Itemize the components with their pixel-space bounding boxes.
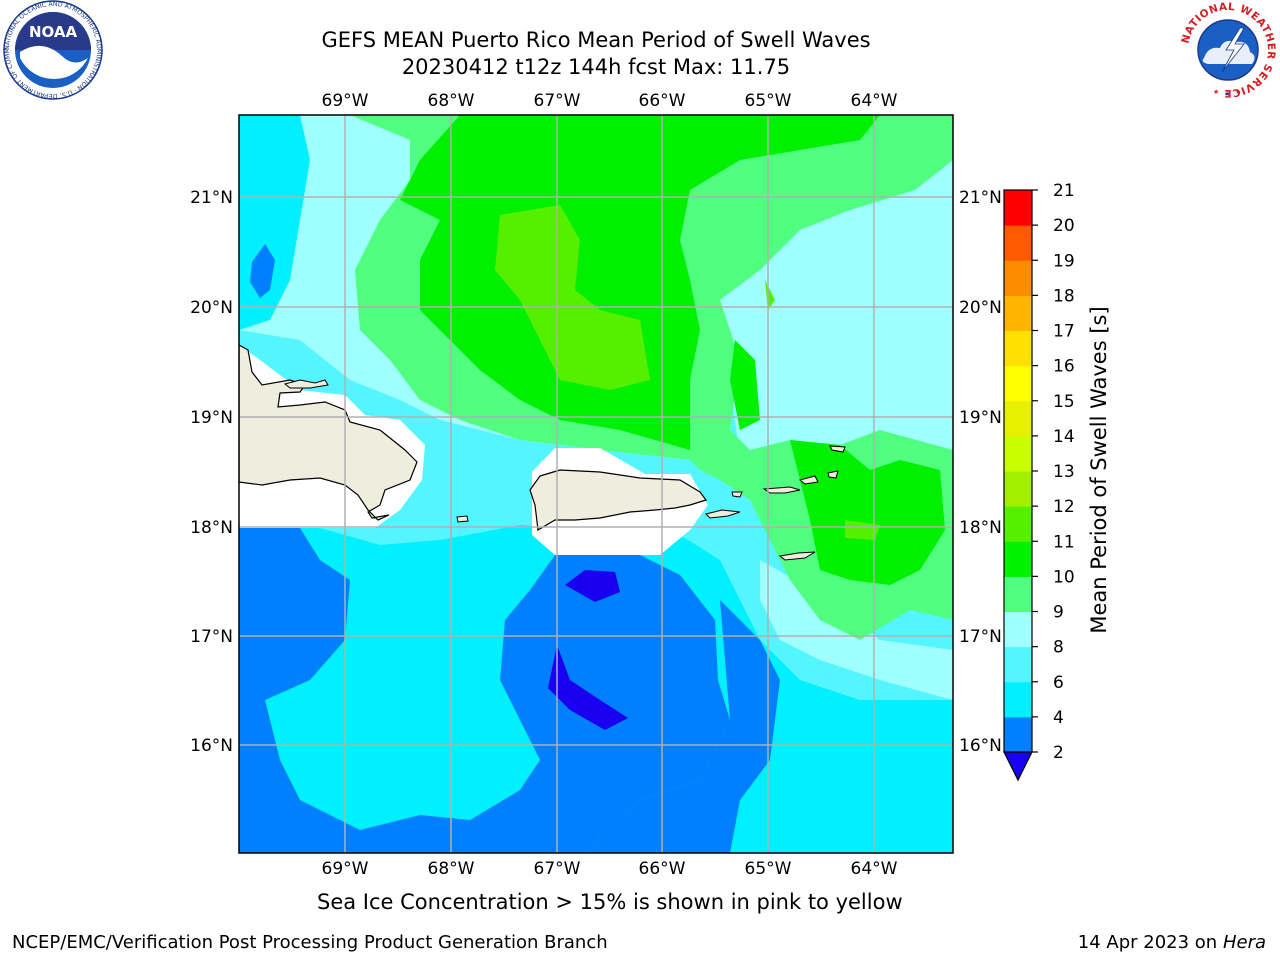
contour-2-4-nw [250,244,275,298]
contour-2-4-east [590,600,780,853]
colorbar-segment [1004,541,1032,577]
footer-date: 14 Apr 2023 on Hera [1078,932,1266,953]
lon-label: 64°W [851,91,898,111]
lon-label: 67°W [534,91,581,111]
colorbar-segment [1004,435,1032,472]
footer-date-text: 14 Apr 2023 on [1077,932,1223,953]
noaa-logo-text: NOAA [29,23,78,41]
colorbar-tick-label: 14 [1053,427,1075,447]
colorbar-extend-arrow [1003,751,1033,782]
chart-subtitle: 20230412 t12z 144h fcst Max: 11.75 [401,55,791,79]
island-anegada [827,470,839,479]
contour-11-12 [495,205,650,390]
footer-host: Hera [1222,932,1266,953]
colorbar-tick-label: 8 [1053,638,1064,658]
contour-10-11-east [730,340,760,430]
lon-label: 66°W [639,859,686,879]
colorbar-label: Mean Period of Swell Waves [s] [1087,306,1111,633]
lat-label: 17°N [190,627,233,647]
map-gridlines [239,115,953,853]
svg-text:★: ★ [1224,90,1230,98]
colorbar-tick-label: 10 [1053,567,1075,587]
colorbar-segment [1004,681,1032,718]
noaa-logo: NATIONAL OCEANIC AND ATMOSPHERIC ADMINIS… [2,0,103,100]
lon-label: 66°W [639,91,686,111]
lon-label: 65°W [745,859,792,879]
colorbar-segment [1004,330,1032,367]
colorbar-segment [1004,190,1032,226]
colorbar-tick-label: 2 [1053,743,1064,763]
lon-label: 64°W [851,859,898,879]
colorbar-segment [1004,365,1032,402]
island-st-croix [778,551,816,561]
lon-label: 69°W [322,859,369,879]
colorbar-tick-label: 21 [1053,181,1075,201]
colorbar-tick-label: 6 [1053,673,1064,693]
colorbar-tick-label: 16 [1053,357,1075,377]
lon-labels-top: 69°W 68°W 67°W 66°W 65°W 64°W [322,91,898,111]
lat-label: 19°N [190,408,233,428]
colorbar-segment [1004,716,1032,753]
svg-text:★: ★ [1213,88,1219,96]
lon-label: 69°W [322,91,369,111]
colorbar-tick-label: 11 [1053,532,1075,552]
lat-label: 17°N [959,627,1002,647]
lat-label: 19°N [959,408,1002,428]
lat-label: 20°N [959,298,1002,318]
colorbar-tick-label: 15 [1053,392,1075,412]
chart-title: GEFS MEAN Puerto Rico Mean Period of Swe… [321,28,871,52]
lat-label: 20°N [190,298,233,318]
lon-label: 65°W [745,91,792,111]
island-mona [456,515,469,523]
lat-label: 21°N [959,188,1002,208]
island-st-thomas [762,486,801,494]
lon-label: 68°W [428,91,475,111]
colorbar: 2 4 6 8 9 10 11 12 13 14 15 16 17 18 19 20 21 [1003,181,1075,782]
contour-2-4 [239,528,730,853]
colorbar-tick-label: 4 [1053,708,1064,728]
colorbar-tick-label: 12 [1053,497,1075,517]
island-vieques [705,509,741,519]
colorbar-segment [1004,506,1032,542]
contour-lt2-a [565,570,620,602]
colorbar-segment [1004,646,1032,683]
contour-10-11 [400,115,880,450]
footer-branch: NCEP/EMC/Verification Post Processing Pr… [12,932,608,953]
lat-labels-left: 21°N 20°N 19°N 18°N 17°N 16°N [190,188,233,756]
island-turks-caicos [283,379,329,389]
colorbar-segment [1004,295,1032,331]
sea-ice-notice: Sea Ice Concentration > 15% is shown in … [317,890,903,914]
colorbar-tick-label: 20 [1053,216,1075,236]
colorbar-segment [1004,225,1032,261]
colorbar-segment [1004,576,1032,612]
colorbar-segment [1004,260,1032,296]
island-tortola [798,475,819,485]
contour-lt2-b [548,645,628,730]
island-sombrero [829,445,846,453]
colorbar-tick-label: 18 [1053,286,1075,306]
lon-label: 67°W [534,859,581,879]
colorbar-tick-label: 19 [1053,251,1075,271]
colorbar-segment [1004,471,1032,507]
lat-label: 18°N [190,518,233,538]
lat-label: 18°N [959,518,1002,538]
contour-11-12-b [845,520,880,540]
lat-label: 16°N [190,736,233,756]
colorbar-tick-label: 13 [1053,462,1075,482]
lat-label: 16°N [959,736,1002,756]
nws-logo: NATIONAL WEATHER SERVICE ★ ★ ★ [1179,1,1276,99]
colorbar-segment [1004,400,1032,437]
map-frame [238,114,954,854]
colorbar-tick-label: 9 [1053,603,1064,623]
lat-label: 21°N [190,188,233,208]
lat-labels-right: 21°N 20°N 19°N 18°N 17°N 16°N [959,188,1002,756]
lon-labels-bottom: 69°W 68°W 67°W 66°W 65°W 64°W [322,859,898,879]
svg-text:★: ★ [1235,88,1241,96]
island-culebra [731,491,743,498]
colorbar-segment [1004,611,1032,648]
lon-label: 68°W [428,859,475,879]
colorbar-tick-label: 17 [1053,322,1075,342]
